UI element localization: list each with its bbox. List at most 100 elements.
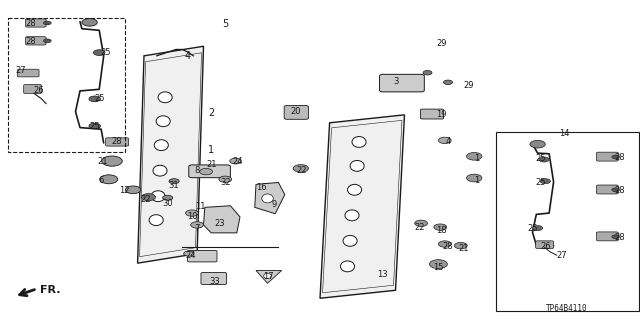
Ellipse shape — [264, 273, 271, 278]
FancyBboxPatch shape — [201, 272, 227, 285]
FancyBboxPatch shape — [536, 241, 554, 249]
Text: 16: 16 — [256, 183, 266, 192]
Text: 25: 25 — [100, 48, 111, 57]
Polygon shape — [204, 206, 240, 233]
Ellipse shape — [348, 184, 362, 195]
Circle shape — [540, 179, 550, 184]
Ellipse shape — [350, 160, 364, 171]
Circle shape — [467, 174, 482, 182]
Text: 8: 8 — [195, 166, 200, 175]
Polygon shape — [138, 46, 204, 263]
Polygon shape — [255, 182, 285, 214]
FancyBboxPatch shape — [24, 85, 42, 93]
Ellipse shape — [153, 165, 167, 176]
Text: 14: 14 — [559, 129, 570, 138]
FancyBboxPatch shape — [106, 138, 129, 146]
Circle shape — [102, 156, 122, 166]
FancyBboxPatch shape — [189, 165, 230, 178]
Ellipse shape — [262, 194, 273, 203]
Text: 30: 30 — [163, 199, 173, 208]
FancyBboxPatch shape — [188, 250, 217, 262]
Ellipse shape — [149, 215, 163, 226]
Ellipse shape — [158, 92, 172, 103]
Circle shape — [444, 80, 452, 85]
Text: 21: 21 — [459, 244, 469, 253]
Ellipse shape — [343, 235, 357, 246]
Circle shape — [184, 251, 194, 256]
Text: 25: 25 — [536, 154, 546, 163]
Text: 32: 32 — [220, 178, 230, 187]
FancyBboxPatch shape — [596, 232, 618, 241]
Ellipse shape — [156, 116, 170, 127]
Text: 28: 28 — [26, 19, 36, 28]
Text: 6: 6 — [99, 176, 104, 185]
Text: 1: 1 — [208, 145, 214, 155]
Circle shape — [219, 176, 232, 182]
Text: 21: 21 — [97, 157, 108, 166]
Text: 28: 28 — [112, 137, 122, 146]
Circle shape — [434, 224, 447, 230]
Circle shape — [93, 50, 105, 56]
Text: 4: 4 — [184, 51, 191, 61]
Text: 22: 22 — [414, 223, 424, 232]
Text: 28: 28 — [614, 153, 625, 162]
Text: 1: 1 — [474, 154, 479, 163]
Text: 26: 26 — [540, 242, 550, 251]
Circle shape — [532, 226, 543, 231]
Circle shape — [415, 220, 428, 226]
Text: 33: 33 — [209, 277, 220, 286]
Text: 1: 1 — [474, 176, 479, 185]
FancyBboxPatch shape — [284, 106, 308, 119]
Bar — [496, 132, 639, 311]
Text: 17: 17 — [264, 272, 274, 281]
Circle shape — [191, 222, 204, 228]
Circle shape — [293, 165, 308, 172]
Text: FR.: FR. — [40, 285, 60, 295]
Text: 28: 28 — [614, 186, 625, 195]
Circle shape — [186, 210, 198, 216]
Text: 25: 25 — [536, 178, 546, 187]
Circle shape — [429, 260, 447, 269]
Text: 25: 25 — [90, 122, 100, 130]
Text: 27: 27 — [557, 251, 567, 260]
Text: 22: 22 — [141, 195, 151, 204]
Text: 9: 9 — [271, 200, 276, 209]
Text: 10: 10 — [187, 212, 197, 221]
Text: 28: 28 — [443, 242, 453, 251]
Circle shape — [438, 241, 451, 247]
Ellipse shape — [340, 261, 355, 272]
Text: 5: 5 — [222, 19, 228, 29]
Circle shape — [89, 123, 100, 129]
Circle shape — [169, 179, 179, 184]
Text: 26: 26 — [33, 86, 44, 95]
Circle shape — [612, 155, 620, 159]
Text: 4: 4 — [445, 137, 451, 146]
Text: 3: 3 — [393, 77, 398, 86]
Bar — [8, 18, 125, 152]
Circle shape — [530, 140, 545, 148]
Text: 7: 7 — [195, 224, 200, 233]
Text: 28: 28 — [26, 37, 36, 46]
FancyBboxPatch shape — [596, 185, 618, 194]
Text: 25: 25 — [94, 94, 104, 103]
FancyBboxPatch shape — [17, 69, 39, 77]
Text: 28: 28 — [614, 233, 625, 242]
Circle shape — [44, 21, 51, 25]
Circle shape — [612, 188, 620, 192]
Text: 13: 13 — [378, 271, 388, 279]
Text: 31: 31 — [169, 181, 179, 190]
Text: 18: 18 — [436, 226, 447, 235]
Text: 27: 27 — [16, 66, 26, 75]
Circle shape — [612, 235, 620, 239]
Polygon shape — [256, 271, 282, 283]
Circle shape — [100, 175, 118, 184]
Circle shape — [423, 70, 432, 75]
Text: 22: 22 — [297, 166, 307, 175]
Ellipse shape — [151, 191, 165, 202]
Text: 2: 2 — [208, 108, 214, 118]
Text: 15: 15 — [433, 263, 444, 272]
Text: 12: 12 — [120, 186, 130, 195]
FancyBboxPatch shape — [596, 152, 618, 161]
Circle shape — [200, 168, 212, 175]
Text: 24: 24 — [186, 251, 196, 260]
